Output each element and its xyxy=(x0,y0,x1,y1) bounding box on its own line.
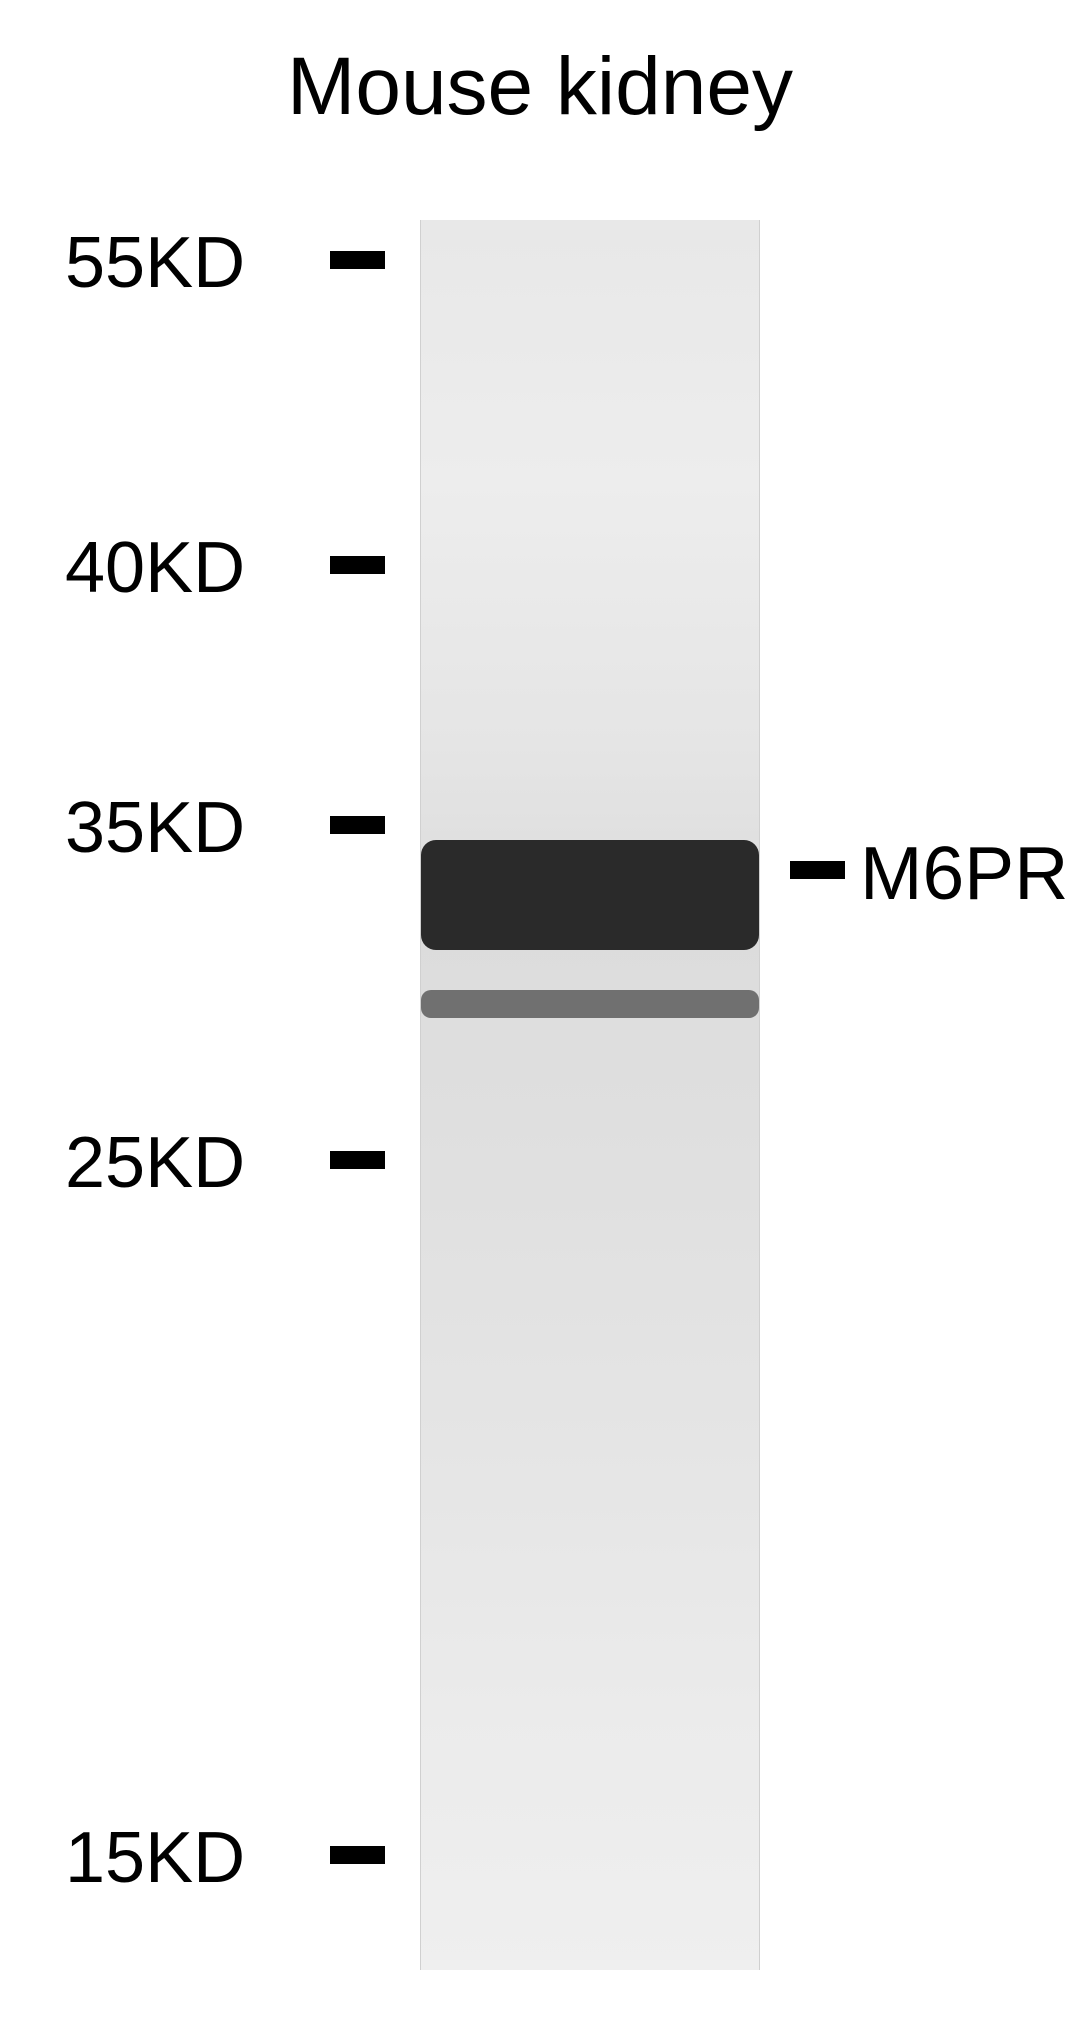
target-protein-label: M6PR xyxy=(860,830,1068,916)
marker-tick xyxy=(330,251,385,269)
marker-tick xyxy=(330,816,385,834)
western-blot-figure: Mouse kidney 55KD 40KD 35KD 25KD 15KD M6PR xyxy=(0,0,1080,2032)
marker-tick xyxy=(330,556,385,574)
marker-label-35kd: 35KD xyxy=(65,787,245,869)
marker-tick xyxy=(330,1151,385,1169)
blot-lane xyxy=(420,220,760,1970)
marker-label-15kd: 15KD xyxy=(65,1817,245,1899)
marker-label-40kd: 40KD xyxy=(65,527,245,609)
main-protein-band xyxy=(421,840,759,950)
sample-title: Mouse kidney xyxy=(0,40,1080,134)
marker-tick xyxy=(330,1846,385,1864)
marker-label-25kd: 25KD xyxy=(65,1122,245,1204)
target-tick xyxy=(790,861,845,879)
secondary-band xyxy=(421,990,759,1018)
marker-label-55kd: 55KD xyxy=(65,222,245,304)
